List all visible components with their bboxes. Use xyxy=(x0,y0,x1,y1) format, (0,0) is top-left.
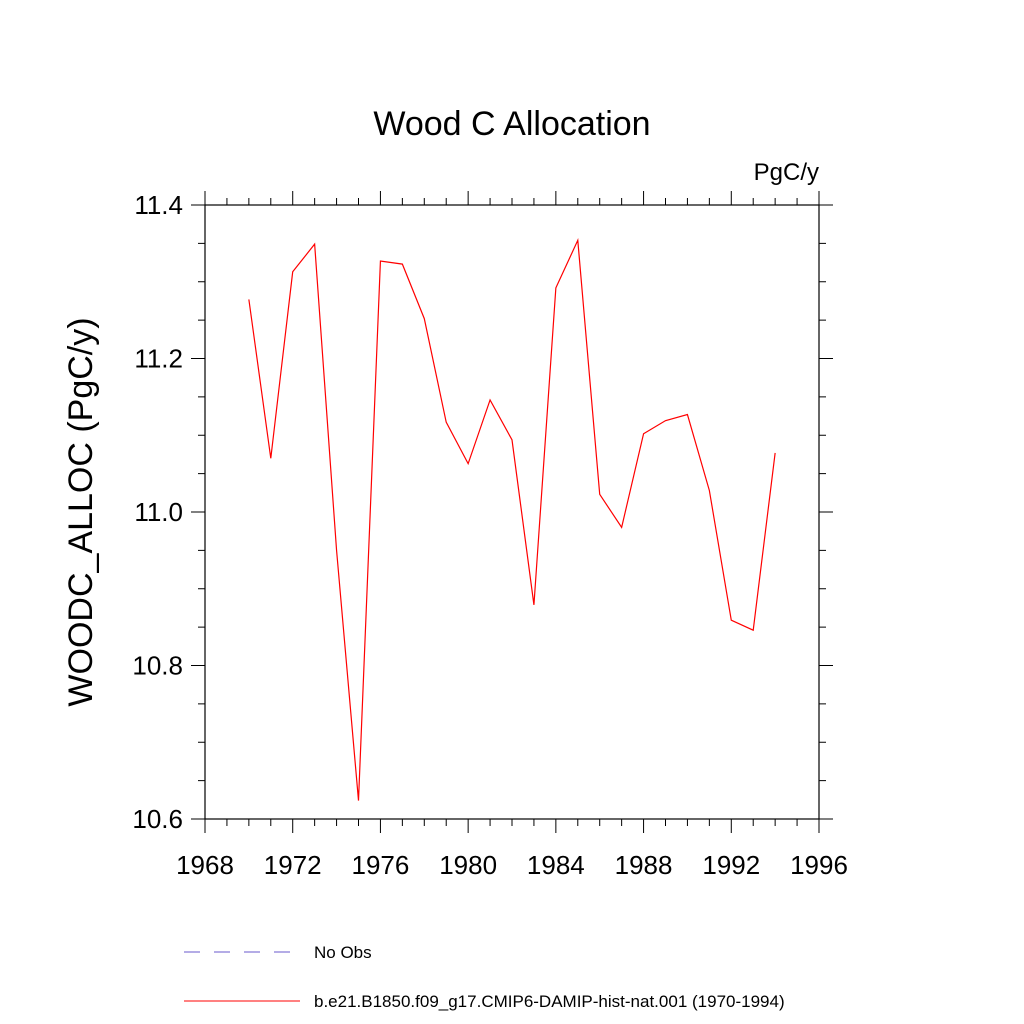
y-tick-label: 10.6 xyxy=(132,804,183,834)
y-tick-label: 11.4 xyxy=(134,190,183,220)
legend: No Obs b.e21.B1850.f09_g17.CMIP6-DAMIP-hi… xyxy=(184,943,785,1011)
x-tick-label: 1980 xyxy=(439,850,497,880)
units-label: PgC/y xyxy=(754,159,819,186)
legend-label: b.e21.B1850.f09_g17.CMIP6-DAMIP-hist-nat… xyxy=(314,992,785,1011)
x-axis-ticks xyxy=(204,191,820,833)
chart-title: Wood C Allocation xyxy=(373,105,650,143)
y-tick-label: 11.2 xyxy=(134,344,183,374)
x-tick-label: 1976 xyxy=(352,850,410,880)
x-axis-tick-labels: 1968 1972 1976 1980 1984 1988 1992 1996 xyxy=(176,850,848,880)
x-tick-label: 1984 xyxy=(527,850,585,880)
series-line xyxy=(248,238,776,801)
x-tick-label: 1968 xyxy=(176,850,234,880)
x-tick-label: 1972 xyxy=(264,850,322,880)
x-tick-label: 1988 xyxy=(615,850,673,880)
y-axis-label: WOODC_ALLOC (PgC/y) xyxy=(62,317,100,706)
legend-label: No Obs xyxy=(314,943,372,962)
y-axis-ticks xyxy=(191,204,833,820)
y-tick-label: 10.8 xyxy=(132,651,183,681)
plot-frame xyxy=(204,204,820,820)
x-tick-label: 1992 xyxy=(702,850,760,880)
x-tick-label: 1996 xyxy=(790,850,848,880)
y-axis-tick-labels: 10.6 10.8 11.0 11.2 11.4 xyxy=(132,190,183,834)
series-group xyxy=(248,238,776,801)
y-tick-label: 11.0 xyxy=(134,497,183,527)
